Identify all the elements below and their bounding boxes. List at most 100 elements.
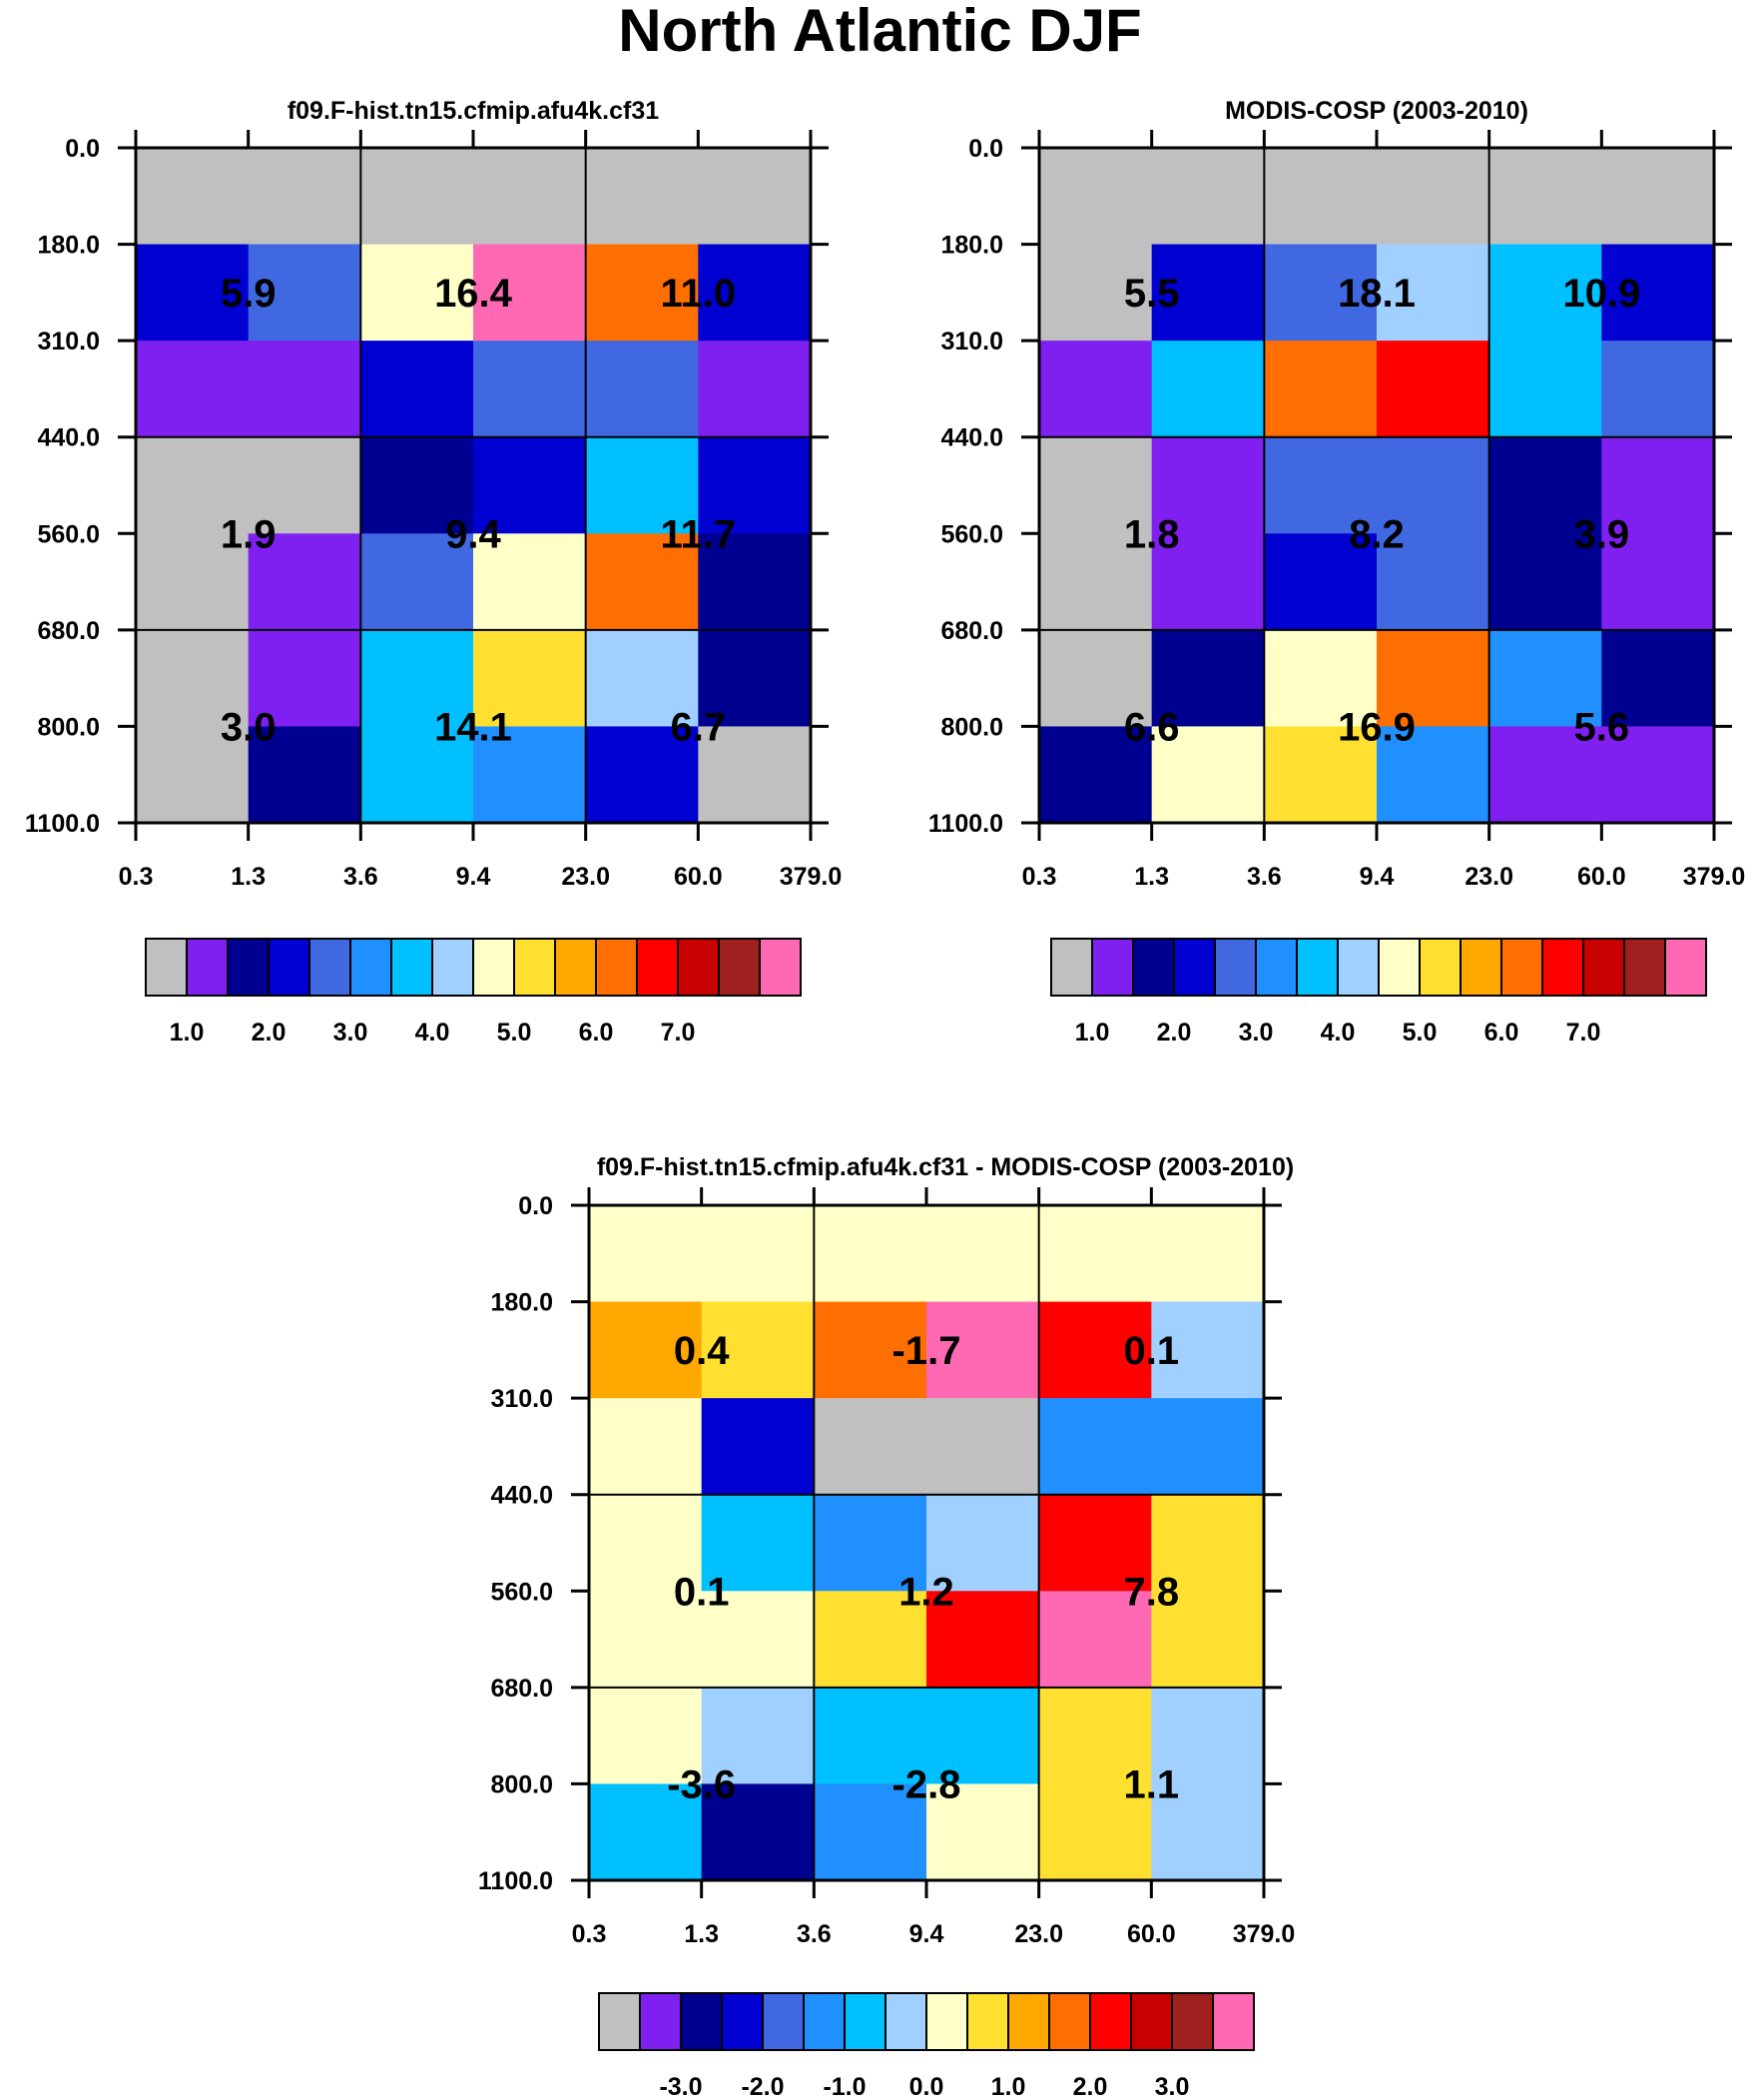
heatmap-cell (1264, 436, 1378, 534)
colorbar-swatch (1050, 938, 1093, 997)
y-tick-label: 1100.0 (928, 810, 1003, 838)
x-tick-label: 60.0 (1127, 1920, 1176, 1948)
heatmap-cell (589, 1687, 703, 1785)
colorbar-swatch (639, 1992, 682, 2051)
heatmap-cell (698, 533, 812, 631)
colorbar-label: 2.0 (252, 1019, 287, 1047)
x-tick-label: 379.0 (1683, 863, 1746, 891)
colorbar-label: 4.0 (1321, 1019, 1356, 1047)
heatmap-cell (136, 533, 250, 631)
x-tick-label: 9.4 (456, 863, 491, 891)
heatmap-cell (585, 341, 699, 438)
colorbar-swatch (680, 1992, 723, 2051)
colorbar-swatch (1132, 938, 1175, 997)
colorbar-swatch (1541, 938, 1584, 997)
cell-value-label: 1.8 (1124, 512, 1180, 556)
heatmap-cell (473, 629, 587, 728)
heatmap-cell (585, 533, 699, 631)
cell-value-label: -3.6 (667, 1762, 736, 1806)
y-tick-label: 310.0 (37, 328, 100, 355)
cell-value-label: 0.4 (674, 1329, 730, 1373)
heatmap-cell (1377, 533, 1490, 631)
panel-1-title: f09.F-hist.tn15.cfmip.afu4k.cf31 (287, 97, 660, 125)
colorbar-swatch (390, 938, 433, 997)
heatmap-cell (248, 148, 361, 246)
x-tick-label: 9.4 (1360, 863, 1395, 891)
colorbar-swatch (1664, 938, 1707, 997)
heatmap-cell (1151, 244, 1265, 342)
heatmap-cell (136, 244, 250, 342)
cell-value-label: 3.0 (221, 705, 277, 749)
heatmap-cell (1601, 148, 1715, 246)
heatmap-cell (1601, 726, 1715, 824)
heatmap-cell (1264, 726, 1378, 824)
heatmap-cell (248, 244, 361, 342)
x-tick-label: 0.3 (572, 1920, 607, 1948)
heatmap-cell (248, 436, 361, 534)
colorbar-label: 1.0 (991, 2073, 1026, 2100)
colorbar-swatch (1623, 938, 1666, 997)
colorbar-label: 3.0 (1239, 1019, 1274, 1047)
x-tick-label: 379.0 (1233, 1920, 1296, 1948)
panel-3: 0.0 180.0 310.0 440.0 560.0 680.0 800.0 1100.0 0… (478, 1187, 1295, 2100)
y-tick-label: 310.0 (490, 1385, 553, 1413)
colorbar-swatch (554, 938, 597, 997)
colorbar-label: -2.0 (741, 2073, 784, 2100)
cell-value-label: 11.0 (661, 272, 737, 316)
cell-value-label: 11.7 (661, 512, 737, 556)
heatmap-cell (136, 341, 250, 438)
colorbar-swatch (227, 938, 270, 997)
cell-value-label: 3.9 (1574, 512, 1630, 556)
colorbar-swatch (472, 938, 515, 997)
y-tick-label: 560.0 (940, 520, 1003, 548)
heatmap-cell (814, 1783, 927, 1881)
x-tick-label: 3.6 (1247, 863, 1282, 891)
heatmap-cell (1601, 244, 1715, 342)
heatmap-cell (926, 1205, 1040, 1303)
heatmap-cell (1038, 1494, 1152, 1592)
panel-1: 0.0 180.0 310.0 440.0 560.0 680.0 800.0 1100.0 0… (25, 130, 842, 1047)
heatmap-cell (814, 1301, 927, 1399)
cell-value-label: 18.1 (1338, 272, 1416, 316)
heatmap-cell (701, 1783, 815, 1881)
heatmap-cell (136, 629, 250, 728)
colorbar-swatch (145, 938, 188, 997)
colorbar-swatch (636, 938, 679, 997)
colorbar-swatch (844, 1992, 886, 2051)
colorbar-swatch (1378, 938, 1421, 997)
heatmap-cell (1151, 1398, 1265, 1496)
colorbar-swatch (966, 1992, 1009, 2051)
colorbar-swatch (759, 938, 802, 997)
y-tick-label: 440.0 (490, 1482, 553, 1510)
heatmap-cell (1377, 436, 1490, 534)
heatmap-cell (1377, 244, 1490, 342)
heatmap-cell (1151, 1687, 1265, 1785)
heatmap-cell (926, 1591, 1040, 1689)
heatmap-cell (360, 629, 474, 728)
heatmap-cell (136, 726, 250, 824)
cell-value-label: 10.9 (1562, 272, 1640, 316)
colorbar-swatch (718, 938, 761, 997)
colorbar-label: 3.0 (1155, 2073, 1190, 2100)
heatmap-cell (473, 341, 587, 438)
x-tick-label: 60.0 (1577, 863, 1626, 891)
colorbar-swatch (1214, 938, 1257, 997)
colorbar-label: 5.0 (497, 1019, 532, 1047)
heatmap-cell (1039, 436, 1153, 534)
heatmap-cell (1151, 629, 1265, 728)
heatmap-cell (589, 1591, 703, 1689)
y-tick-label: 560.0 (490, 1578, 553, 1606)
heatmap-cell (360, 341, 474, 438)
heatmap-cell (1038, 1687, 1152, 1785)
heatmap-cell (589, 1494, 703, 1592)
x-tick-label: 1.3 (1134, 863, 1169, 891)
colorbar-label: -1.0 (823, 2073, 866, 2100)
y-tick-label: 440.0 (37, 424, 100, 452)
y-tick-label: 560.0 (37, 520, 100, 548)
heatmap-cell (585, 148, 699, 246)
x-tick-label: 379.0 (780, 863, 843, 891)
heatmap-cell (1151, 533, 1265, 631)
colorbar-label: 3.0 (333, 1019, 368, 1047)
heatmap-cell (1039, 629, 1153, 728)
heatmap-cell (1264, 148, 1378, 246)
